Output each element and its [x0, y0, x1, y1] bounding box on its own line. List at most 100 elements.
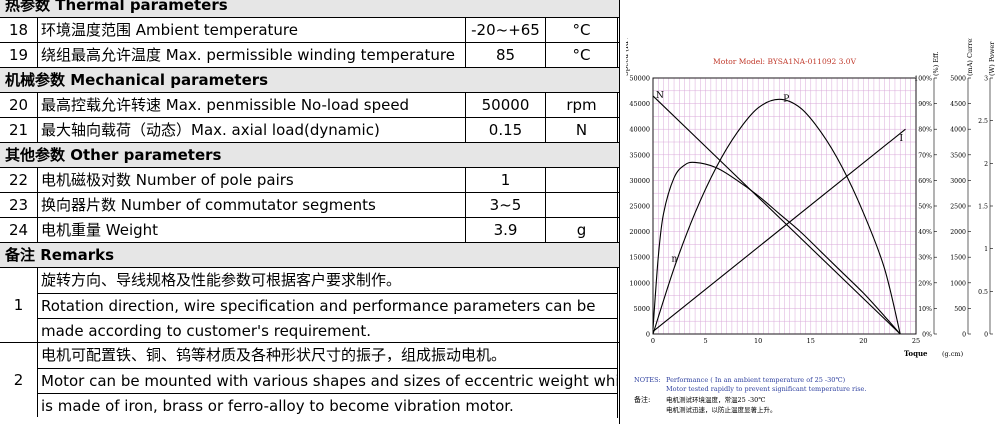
- param-name: 电机重量 Weight: [38, 218, 466, 242]
- section-header-thermal: 热参数 Thermal parameters: [0, 0, 620, 17]
- param-value: 50000: [466, 93, 546, 117]
- spec-row: 20 最高控载允许转速 Max. penmissible No-load spee…: [0, 92, 620, 117]
- eff-tick-label: 80%: [918, 127, 932, 134]
- remark-number: 2: [0, 343, 38, 417]
- x-axis-title: Toque: [904, 349, 928, 358]
- eff-tick-label: 60%: [918, 178, 932, 185]
- spec-row: 22 电机磁极对数 Number of pole pairs 1: [0, 167, 620, 192]
- spec-row: 21 最大轴向载荷（动态）Max. axial load(dynamic) 0.15…: [0, 117, 620, 142]
- current-tick-label: 5000: [950, 76, 966, 83]
- eff-tick-label: 30%: [918, 255, 932, 262]
- notes-line2: Motor tested rapidly to prevent signific…: [666, 385, 866, 393]
- chart-title: Motor Model: BYSA1NA-011092 3.0V: [713, 57, 857, 66]
- param-name: 环境温度范围 Ambient temperature: [38, 18, 466, 42]
- remark-line: 电机可配置铁、铜、钨等材质及各种形状尺寸的振子，组成振动电机。: [38, 343, 618, 368]
- param-unit: °C: [546, 43, 618, 67]
- eff-tick-label: 20%: [918, 280, 932, 287]
- speed-tick-label: 5000: [633, 305, 650, 313]
- param-unit: °C: [546, 18, 618, 42]
- param-unit: rpm: [546, 93, 618, 117]
- row-number: 20: [0, 93, 38, 117]
- eff-tick-label: 40%: [918, 229, 932, 236]
- speed-tick-label: 45000: [629, 100, 650, 108]
- speed-tick-label: 0: [646, 331, 650, 339]
- row-number: 21: [0, 118, 38, 142]
- eff-tick-label: 100%: [914, 76, 932, 83]
- row-number: 18: [0, 18, 38, 42]
- section-header-other: 其他参数 Other parameters: [0, 142, 620, 167]
- current-tick-label: 3500: [950, 152, 966, 159]
- table-right-border: [619, 0, 620, 424]
- curve-n-eff: [652, 161, 901, 335]
- x-axis-unit: (g.cm): [942, 350, 964, 358]
- current-tick-label: 4000: [950, 127, 966, 134]
- param-value: -20~+65: [466, 18, 546, 42]
- eff-tick-label: 0%: [922, 332, 932, 339]
- chart-svg: Motor Model: BYSA1NA-011092 3.0V05000100…: [626, 38, 996, 414]
- power-tick-label: 1: [984, 246, 988, 253]
- x-tick-label: 15: [807, 337, 815, 345]
- curve-label-n: N: [656, 91, 664, 101]
- current-tick-label: 3000: [950, 178, 966, 185]
- param-unit: g: [546, 218, 618, 242]
- spec-row: 24 电机重量 Weight 3.9 g: [0, 217, 620, 242]
- param-name: 最高控载允许转速 Max. penmissible No-load speed: [38, 93, 466, 117]
- current-tick-label: 500: [954, 306, 966, 313]
- notes-label: NOTES:: [634, 376, 661, 384]
- current-tick-label: 1000: [950, 280, 966, 287]
- x-tick-label: 10: [754, 337, 762, 345]
- remark-number: 1: [0, 268, 38, 342]
- section-header-remarks: 备注 Remarks: [0, 242, 620, 267]
- curve-label-eta: n: [672, 255, 678, 265]
- speed-tick-label: 50000: [629, 75, 650, 83]
- current-tick-label: 2500: [950, 204, 966, 211]
- param-value: 3~5: [466, 193, 546, 217]
- eff-tick-label: 90%: [918, 101, 932, 108]
- speed-tick-label: 25000: [629, 203, 650, 211]
- curve-n: [652, 95, 901, 335]
- eff-tick-label: 10%: [918, 306, 932, 313]
- notes-line3: 电机测试环境温度，常温25 -30℃: [666, 395, 766, 404]
- curve-label-i: I: [899, 134, 903, 144]
- param-unit: N: [546, 118, 618, 142]
- spec-row: 23 换向器片数 Number of commutator segments 3~5: [0, 192, 620, 217]
- param-value: 1: [466, 168, 546, 192]
- remark-block: 1 旋转方向、导线规格及性能参数可根据客户要求制作。 Rotation direct…: [0, 267, 620, 343]
- x-tick-label: 20: [859, 337, 867, 345]
- remark-line: Rotation direction, wire specification a…: [38, 293, 618, 318]
- row-number: 19: [0, 43, 38, 67]
- spec-row: 18 环境温度范围 Ambient temperature -20~+65 °C: [0, 17, 620, 42]
- speed-tick-label: 10000: [629, 279, 650, 287]
- remark-block: 2 电机可配置铁、铜、钨等材质及各种形状尺寸的振子，组成振动电机。 Motor ca…: [0, 342, 620, 418]
- plot-border: [652, 77, 917, 335]
- power-tick-label: 2: [984, 161, 988, 168]
- current-axis-title: (mA) Current: [966, 38, 974, 76]
- curve-label-p: P: [783, 94, 789, 104]
- speed-tick-label: 35000: [629, 151, 650, 159]
- performance-chart: Motor Model: BYSA1NA-011092 3.0V 0 5000 100…: [626, 38, 1000, 424]
- notes-line1: Performance ( In an ambient temperature …: [666, 376, 846, 384]
- param-name: 换向器片数 Number of commutator segments: [38, 193, 466, 217]
- speed-tick-label: 40000: [629, 126, 650, 134]
- current-tick-label: 4500: [950, 101, 966, 108]
- current-tick-label: 1500: [950, 255, 966, 262]
- notes-label-cn: 备注:: [634, 395, 650, 404]
- param-name: 最大轴向载荷（动态）Max. axial load(dynamic): [38, 118, 466, 142]
- current-tick-label: 0: [962, 332, 966, 339]
- eff-axis-title: (%) Eff.: [932, 51, 940, 76]
- spec-table: 热参数 Thermal parameters 18 环境温度范围 Ambient t…: [0, 0, 620, 424]
- curve-i: [652, 128, 906, 332]
- remark-line: is made of iron, brass or ferro-alloy to…: [38, 393, 618, 418]
- eff-tick-label: 70%: [918, 152, 932, 159]
- eff-tick-label: 50%: [918, 204, 932, 211]
- power-tick-label: 2.5: [978, 118, 988, 125]
- remark-line: Motor can be mounted with various shapes…: [38, 368, 618, 393]
- param-name: 电机磁极对数 Number of pole pairs: [38, 168, 466, 192]
- param-unit: [546, 168, 618, 192]
- power-axis-title: (W) Power: [988, 41, 996, 76]
- notes-line4: 电机测试迅速，以防止温度显著上升。: [666, 405, 777, 414]
- current-tick-label: 2000: [950, 229, 966, 236]
- remark-line: 旋转方向、导线规格及性能参数可根据客户要求制作。: [38, 268, 618, 293]
- speed-axis-title: Speed (RPM): [626, 38, 630, 76]
- row-number: 24: [0, 218, 38, 242]
